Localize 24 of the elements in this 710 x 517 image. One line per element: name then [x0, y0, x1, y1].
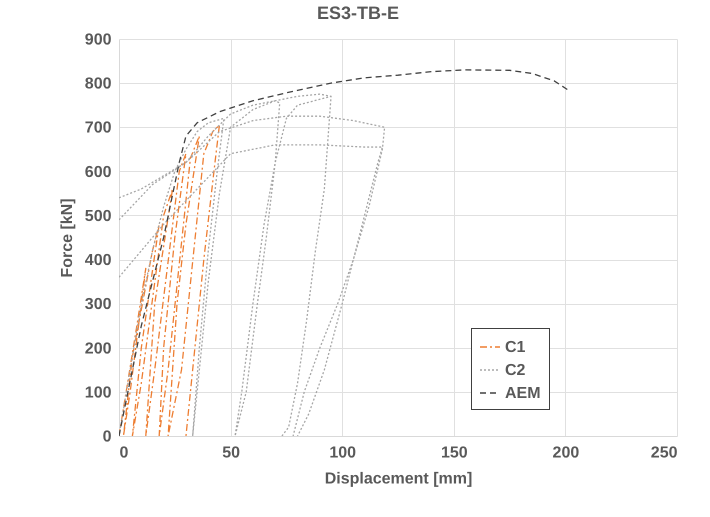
y-tick-label: 0 [102, 428, 112, 446]
x-tick-label: 0 [120, 444, 128, 462]
x-axis-title: Displacement [mm] [324, 470, 472, 488]
legend-label: C1 [505, 339, 526, 356]
legend-label: C2 [505, 362, 526, 379]
line-series [119, 69, 568, 436]
x-tick-label: 50 [222, 444, 240, 462]
y-tick-label: 500 [84, 208, 112, 225]
y-axis-title: Force [kN] [58, 198, 76, 278]
y-tick-label: 400 [84, 252, 112, 270]
y-tick-label: 200 [84, 340, 112, 358]
x-tick-label: 150 [440, 444, 468, 462]
x-tick-label: 200 [552, 444, 580, 462]
x-tick-label: 250 [650, 444, 678, 462]
y-tick-label: 900 [84, 32, 112, 48]
y-tick-label: 100 [84, 384, 112, 402]
y-tick-label: 300 [84, 296, 112, 314]
legend-label: AEM [505, 385, 541, 402]
line-series [119, 124, 220, 436]
y-tick-label: 600 [84, 164, 112, 181]
x-tick-label: 100 [329, 444, 356, 462]
chart-title: ES3-TB-E [316, 3, 400, 23]
y-tick-label: 800 [84, 76, 112, 93]
y-tick-label: 700 [84, 120, 112, 137]
